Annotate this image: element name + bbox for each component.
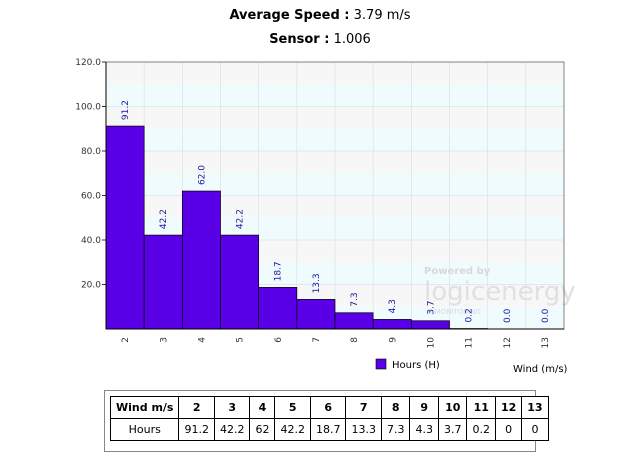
table-cell-wind: 11 <box>466 396 496 419</box>
watermark: Powered by logicenergy E MONITORING <box>424 266 576 316</box>
y-tick-label: 120.0 <box>75 58 101 68</box>
table-cell-wind: 9 <box>409 396 439 419</box>
sensor-line: Sensor : 1.006 <box>0 32 640 47</box>
watermark-line1: Powered by <box>424 266 491 277</box>
x-tick-label: 3 <box>159 337 169 343</box>
table-cell-wind: 7 <box>345 396 382 419</box>
sensor-value: 1.006 <box>333 32 371 47</box>
sensor-label: Sensor : <box>269 32 330 47</box>
table-row-wind: Wind m/s 2 3 4 5 6 7 8 9 10 11 12 13 <box>109 396 549 419</box>
average-speed-value: 3.79 m/s <box>353 8 411 23</box>
table-cell-wind: 6 <box>309 396 347 419</box>
data-label-3: 42.2 <box>159 209 169 229</box>
table-cell-hours: 42.2 <box>274 418 311 441</box>
table-cell-wind: 5 <box>274 396 311 419</box>
x-tick-label: 2 <box>121 337 131 343</box>
y-tick-label: 40.0 <box>81 236 101 246</box>
data-label-4: 62.0 <box>197 165 207 185</box>
data-label-7: 13.3 <box>312 273 322 293</box>
table-cell-hours: 7.3 <box>380 418 411 441</box>
table-cell-hours: 91.2 <box>178 418 215 441</box>
y-tick-label: 60.0 <box>81 192 101 202</box>
bar-8 <box>334 312 374 330</box>
x-tick-label: 12 <box>503 337 513 348</box>
wind-histogram-chart: Powered by logicenergy E MONITORING 91.2… <box>75 58 576 375</box>
x-tick-label: 4 <box>197 337 207 343</box>
x-tick-label: 10 <box>426 337 436 349</box>
table-cell-hours: 3.7 <box>437 418 468 441</box>
y-tick-label: 100.0 <box>75 103 101 113</box>
bar-5 <box>220 234 260 330</box>
x-tick-label: 9 <box>388 337 398 343</box>
table-cell-wind: 10 <box>437 396 468 419</box>
x-tick-label: 11 <box>465 337 475 348</box>
watermark-line3: E MONITORING <box>428 308 481 316</box>
table-cell-wind: 12 <box>494 396 523 419</box>
table-row-hours: Hours 91.2 42.2 62 42.2 18.7 13.3 7.3 4.3 3.7 0.2… <box>109 418 549 441</box>
table-cell-hours: 0.2 <box>466 418 496 441</box>
x-tick-label: 7 <box>312 337 322 343</box>
data-label-2: 91.2 <box>121 100 131 120</box>
x-axis-title: Wind (m/s) <box>513 364 568 375</box>
x-tick-label: 5 <box>236 337 246 343</box>
bar-10 <box>410 320 450 330</box>
bar-9 <box>372 319 412 330</box>
table-cell-wind: 8 <box>380 396 411 419</box>
bar-6 <box>258 287 298 330</box>
table-cell-hours: 18.7 <box>309 418 347 441</box>
data-label-6: 18.7 <box>274 261 284 281</box>
data-label-8: 7.3 <box>350 292 360 306</box>
average-speed-label: Average Speed : <box>229 8 350 23</box>
x-tick-label: 13 <box>541 337 551 348</box>
x-tick-labels: 2 3 4 5 6 7 8 9 10 11 12 13 <box>121 337 551 349</box>
bar-4 <box>181 190 221 330</box>
table-cell-hours: 4.3 <box>409 418 439 441</box>
data-label-11: 0.2 <box>465 308 475 322</box>
table-cell-hours: 62 <box>249 418 276 441</box>
data-label-10: 3.7 <box>426 300 436 314</box>
table-cell-hours: 0 <box>521 418 549 441</box>
bar-3 <box>143 234 183 330</box>
table-cell-wind: 13 <box>521 396 549 419</box>
x-tick-label: 8 <box>350 337 360 343</box>
data-label-13: 0.0 <box>541 308 551 323</box>
data-label-12: 0.0 <box>503 308 513 323</box>
row-header-hours: Hours <box>109 418 180 441</box>
data-table: Wind m/s 2 3 4 5 6 7 8 9 10 11 12 13 Hours 91.2 42.2… <box>109 396 549 441</box>
table-cell-wind: 4 <box>249 396 276 419</box>
legend: Hours (H) <box>375 358 440 371</box>
table-cell-wind: 2 <box>178 396 215 419</box>
data-label-9: 4.3 <box>388 299 398 313</box>
legend-label: Hours (H) <box>392 360 440 371</box>
y-tick-label: 20.0 <box>81 281 101 291</box>
table-cell-hours: 0 <box>494 418 523 441</box>
bar-2 <box>105 125 145 330</box>
bar-7 <box>296 299 336 330</box>
table-cell-hours: 42.2 <box>213 418 251 441</box>
row-header-wind: Wind m/s <box>109 396 180 419</box>
data-labels: 91.2 42.2 62.0 42.2 18.7 13.3 7.3 4.3 3.7 0.2 0.0 0… <box>121 100 551 323</box>
watermark-line2: logicenergy <box>424 277 576 307</box>
y-tick-labels: 20.0 40.0 60.0 80.0 100.0 120.0 <box>75 58 106 291</box>
x-tick-label: 6 <box>274 337 284 343</box>
legend-swatch <box>375 358 387 370</box>
y-tick-label: 80.0 <box>81 147 101 157</box>
average-speed-line: Average Speed : 3.79 m/s <box>0 8 640 23</box>
table-cell-hours: 13.3 <box>345 418 382 441</box>
data-label-5: 42.2 <box>236 209 246 229</box>
table-cell-wind: 3 <box>213 396 251 419</box>
